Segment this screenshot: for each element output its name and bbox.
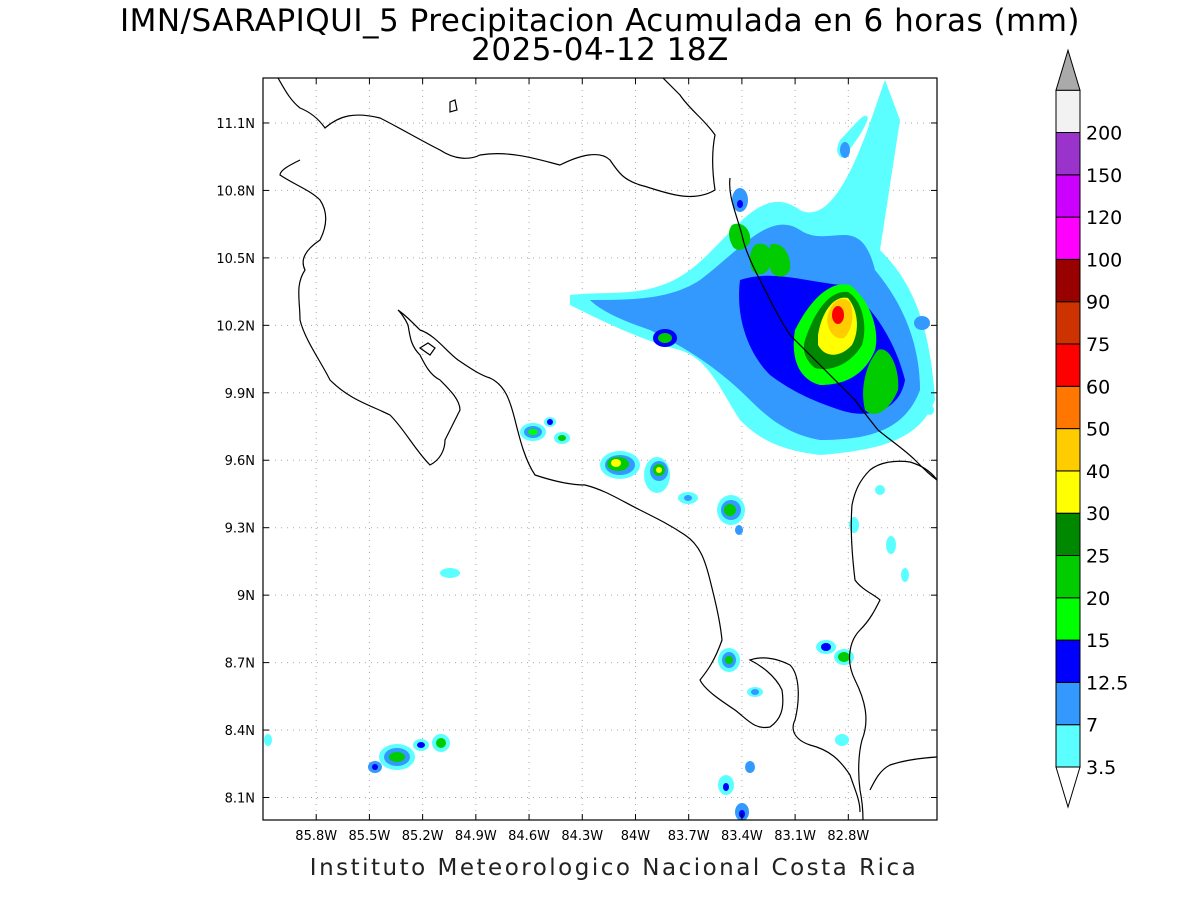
colorbar-swatch [1055, 555, 1081, 599]
colorbar-swatch [1055, 470, 1081, 514]
colorbar-swatch [1055, 132, 1081, 176]
colorbar-swatch [1055, 681, 1081, 726]
map-gridlines [263, 78, 937, 820]
colorbar-label: 30 [1086, 503, 1110, 525]
colorbar-swatch [1055, 301, 1081, 345]
colorbar-label: 60 [1086, 376, 1110, 398]
colorbar-label: 50 [1086, 419, 1110, 441]
colorbar-label: 90 [1086, 292, 1110, 314]
colorbar-label: 40 [1086, 461, 1110, 483]
lat-tick-label: 9.6N [225, 454, 255, 469]
precipitation-field [264, 80, 935, 820]
colorbar-label: 75 [1086, 334, 1110, 356]
colorbar-swatch [1055, 385, 1081, 430]
lon-tick-label: 83.4W [721, 829, 763, 844]
lon-tick-label: 83.7W [668, 829, 710, 844]
lon-tick-label: 85.2W [402, 829, 444, 844]
nicaragua-lake-shore [277, 78, 716, 198]
colorbar-label: 100 [1086, 249, 1122, 271]
nicoya-gulf-island [418, 342, 436, 356]
colorbar-swatch [1055, 724, 1081, 768]
panama-pacific-coast [869, 756, 937, 791]
colorbar-swatch [1055, 428, 1081, 472]
map-valid-time: 2025-04-12 18Z [471, 32, 729, 68]
lon-tick-label: 84W [621, 829, 651, 844]
precip-cells-central [520, 417, 745, 535]
precip-area-caribbean [570, 80, 935, 455]
map-title: IMN/SARAPIQUI_5 Precipitacion Acumulada … [119, 3, 1081, 39]
footer-credit: Instituto Meteorologico Nacional Costa R… [309, 855, 919, 881]
colorbar-label: 150 [1086, 165, 1122, 187]
lon-tick-label: 85.5W [349, 829, 391, 844]
colorbar-label: 25 [1086, 546, 1110, 568]
pacific-coast-nicoya [279, 159, 861, 813]
lon-tick-label: 84.3W [561, 829, 603, 844]
lat-tick-label: 10.5N [216, 252, 255, 267]
coastlines [277, 78, 937, 820]
colorbar-label: 7 [1086, 715, 1098, 737]
lon-tick-label: 85.8W [295, 829, 337, 844]
lat-tick-label: 10.2N [216, 319, 255, 334]
map-frame [262, 77, 938, 821]
lat-tick-label: 8.7N [225, 657, 255, 672]
map-axis-ticks: 85.8W 85.5W 85.2W 84.9W 84.6W 84.3W 84W 83.7W 83… [216, 78, 937, 844]
lat-tick-label: 9N [237, 589, 255, 604]
precip-cells-south [264, 316, 934, 820]
colorbar-high-triangle [1055, 48, 1081, 91]
colorbar-label: 3.5 [1086, 757, 1116, 779]
colorbar-swatch [1055, 597, 1081, 641]
lon-tick-label: 82.8W [827, 829, 869, 844]
colorbar-low-triangle [1055, 766, 1081, 809]
colorbar-swatch [1055, 639, 1081, 683]
nicaragua-lake-island [449, 99, 458, 113]
colorbar-legend: 3.5 7 12.5 15 20 25 30 40 50 60 75 90 100 120 150 200 [1055, 48, 1128, 809]
colorbar-swatch [1055, 89, 1081, 133]
lat-tick-label: 10.8N [216, 184, 255, 199]
caribbean-coast [877, 429, 937, 481]
colorbar-label: 20 [1086, 588, 1110, 610]
lat-tick-label: 9.3N [225, 522, 255, 537]
lat-tick-label: 11.1N [216, 117, 255, 132]
lon-tick-label: 83.1W [774, 829, 816, 844]
lon-tick-label: 84.9W [455, 829, 497, 844]
colorbar-label: 200 [1086, 123, 1122, 145]
lat-tick-label: 8.4N [225, 724, 255, 739]
lat-tick-label: 9.9N [225, 387, 255, 402]
colorbar-swatch [1055, 174, 1081, 218]
precip-cells-southwest [368, 734, 450, 773]
costa-rica-panama-border [729, 177, 879, 431]
colorbar-label: 120 [1086, 207, 1122, 229]
colorbar-label: 12.5 [1086, 672, 1128, 694]
colorbar-label: 15 [1086, 630, 1110, 652]
lat-tick-label: 8.1N [225, 792, 255, 807]
colorbar-swatch [1055, 216, 1081, 260]
colorbar-swatch [1055, 343, 1081, 387]
colorbar-swatch [1055, 512, 1081, 557]
lon-tick-label: 84.6W [508, 829, 550, 844]
colorbar-swatch [1055, 258, 1081, 303]
panama-border-south [848, 460, 937, 820]
